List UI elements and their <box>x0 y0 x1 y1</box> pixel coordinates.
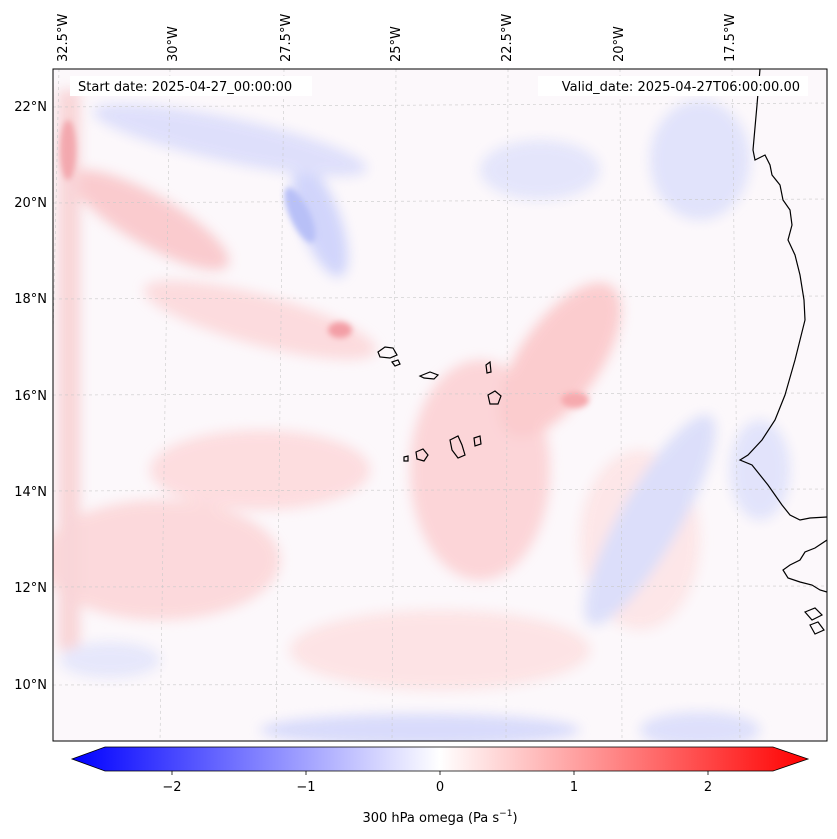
africa-coastline-south <box>782 539 827 593</box>
colorbar: −2 −1 0 1 2 300 hPa omega (Pa s−1) <box>70 746 810 826</box>
longitude-ticks: 32.5°W 30°W 27.5°W 25°W 22.5°W 20°W 17.5… <box>56 14 738 62</box>
valid-date-box <box>538 76 808 96</box>
island-sao-vicente <box>391 359 401 367</box>
lat-tick: 20°N <box>14 196 47 211</box>
omega-field <box>53 90 790 741</box>
africa-coastline <box>738 69 827 521</box>
colorbar-label-suffix: ) <box>512 811 517 826</box>
latitude-ticks: 22°N 20°N 18°N 16°N 14°N 12°N 10°N <box>14 100 47 693</box>
lon-tick: 20°W <box>612 26 627 62</box>
start-date-label: Start date: 2025-04-27_00:00:00 <box>78 80 292 95</box>
colorbar-tick-label: 2 <box>704 780 712 795</box>
lon-tick: 25°W <box>389 26 404 62</box>
coastlines <box>377 69 827 635</box>
island-brava <box>403 455 409 462</box>
graticule <box>53 69 827 741</box>
island-boa-vista <box>487 390 502 405</box>
colorbar-label: 300 hPa omega (Pa s−1) <box>362 809 517 826</box>
lat-tick: 14°N <box>14 485 47 500</box>
start-date-box <box>70 76 312 96</box>
lat-tick: 10°N <box>14 678 47 693</box>
map-panel: Start date: 2025-04-27_00:00:00 Valid_da… <box>52 68 828 742</box>
colorbar-tick-label: −2 <box>162 780 181 795</box>
lat-tick: 22°N <box>14 100 47 115</box>
bijagos-islands <box>803 607 825 635</box>
colorbar-tick-label: 1 <box>570 780 578 795</box>
island-sao-nicolau <box>418 371 440 380</box>
island-sal <box>485 360 492 374</box>
island-fogo <box>415 448 429 462</box>
colorbar-label-prefix: 300 hPa omega (Pa s <box>362 811 499 826</box>
lon-tick: 32.5°W <box>56 14 71 62</box>
lon-tick: 30°W <box>166 26 181 62</box>
island-santiago <box>449 435 466 459</box>
lon-tick: 22.5°W <box>500 14 515 62</box>
valid-date-label: Valid_date: 2025-04-27T06:00:00.00 <box>562 80 800 95</box>
lat-tick: 16°N <box>14 389 47 404</box>
lat-tick: 18°N <box>14 292 47 307</box>
colorbar-label-exponent: −1 <box>499 809 512 819</box>
colorbar-tick-label: 0 <box>436 780 444 795</box>
lat-tick: 12°N <box>14 581 47 596</box>
island-santo-antao <box>377 346 398 359</box>
island-maio <box>473 435 482 447</box>
colorbar-body <box>70 746 810 772</box>
colorbar-ticks <box>171 771 709 775</box>
colorbar-tick-label: −1 <box>296 780 315 795</box>
lon-tick: 17.5°W <box>723 14 738 62</box>
map-frame <box>52 68 828 742</box>
lon-tick: 27.5°W <box>279 14 294 62</box>
